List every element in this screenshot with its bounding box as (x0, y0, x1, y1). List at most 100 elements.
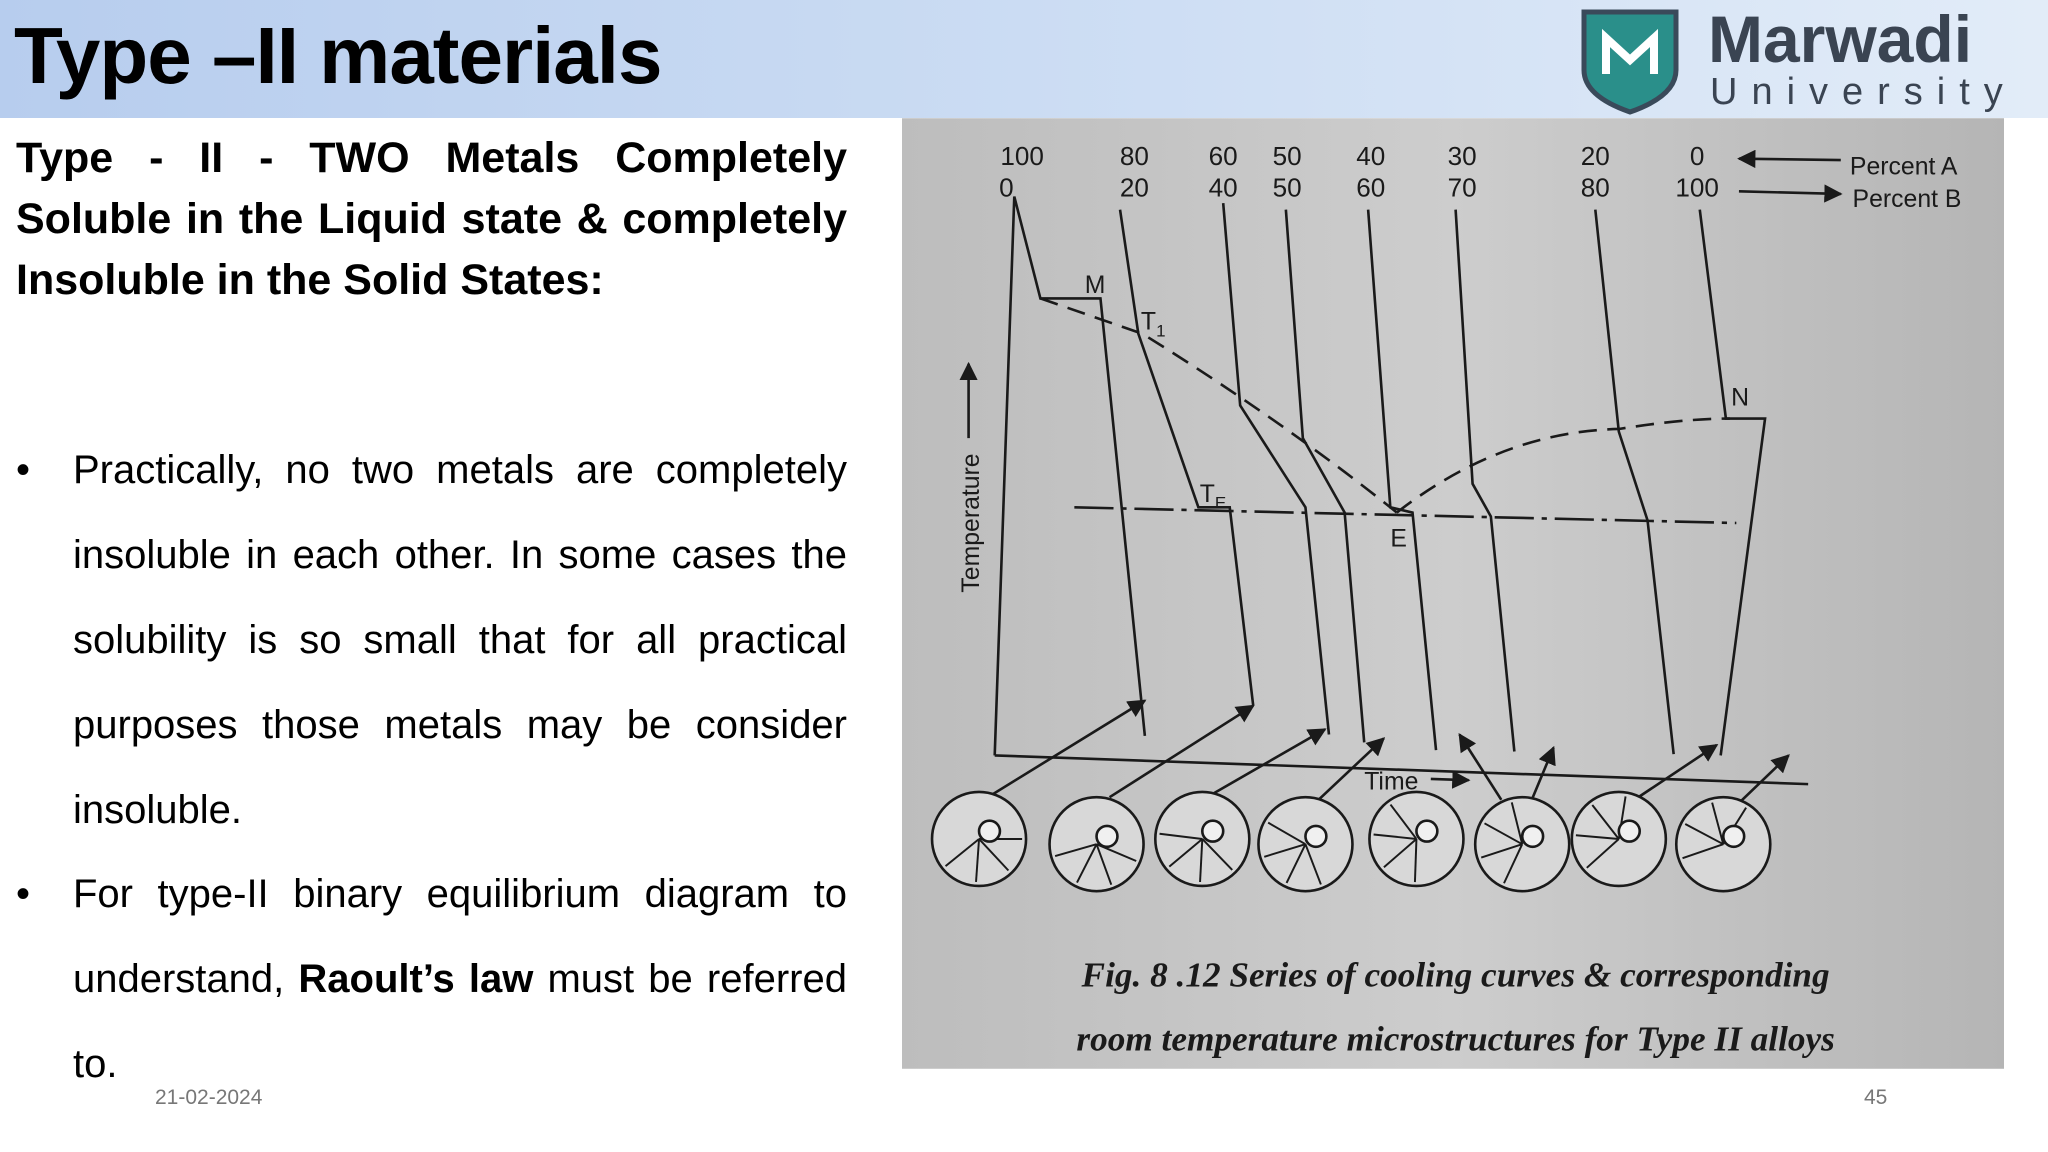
curve (1454, 209, 1516, 752)
grain (1617, 819, 1642, 843)
grain-boundary (975, 838, 981, 883)
legend-arrow (1737, 149, 1841, 169)
curve (1698, 209, 1767, 756)
grain (1095, 824, 1119, 849)
grain (1201, 819, 1225, 843)
bullet-dot: • (16, 448, 31, 492)
grain-boundary (1711, 802, 1725, 845)
grain-boundary (1503, 843, 1524, 884)
percent-b: 50 (1273, 173, 1302, 203)
curve (1118, 209, 1255, 706)
pointer-arrow (1317, 737, 1386, 801)
grain-boundary (1373, 833, 1417, 840)
grain-boundary (1575, 834, 1619, 840)
grain-boundary (1201, 838, 1233, 871)
section-heading: Type - II - TWO Metals Completely Solubl… (16, 134, 847, 304)
point-label: T1 (1141, 309, 1166, 341)
bullet-bold: Raoult’s law (298, 957, 534, 1001)
grain-boundary (1076, 843, 1098, 884)
grain (1304, 824, 1328, 849)
point-label-sub: 1 (1156, 321, 1165, 340)
point-label: E (1390, 525, 1407, 552)
grain-boundary (1480, 843, 1523, 859)
bullet-text: For type-II binary equilibrium diagram t… (73, 852, 847, 1107)
figure-background (902, 118, 2004, 1069)
curve (1221, 202, 1331, 735)
percent-b: 70 (1448, 173, 1477, 203)
point-label-main: T (1141, 309, 1156, 336)
grain (1415, 819, 1439, 843)
point-label-main: T (1200, 481, 1215, 508)
legend-label: Percent B (1853, 186, 1962, 213)
bullet: • For type-II binary equilibrium diagram… (16, 852, 847, 1107)
microstructure (1257, 795, 1354, 893)
bullet-text: must be referred to. (73, 957, 847, 1086)
microstructures (930, 790, 1772, 893)
grain-boundary (1285, 843, 1307, 884)
percent-b: 20 (1120, 173, 1149, 203)
bullet-text: Practically, no two metals are completel… (73, 448, 847, 832)
grain-boundary (1591, 804, 1620, 840)
percent-a: 30 (1448, 141, 1477, 171)
grain (977, 819, 1002, 843)
percent-a: 0 (1690, 141, 1705, 171)
bullet-text: For type-II binary equilibrium diagram t… (73, 872, 847, 1001)
page-number: 45 (1864, 1086, 1888, 1109)
grain-boundary (1383, 838, 1418, 868)
grain (1520, 824, 1545, 849)
grain-boundary (1586, 838, 1620, 869)
percent-a: 100 (1000, 141, 1044, 171)
liquidus-right (1396, 417, 1730, 514)
grain-boundary (1682, 843, 1724, 860)
logo-mark (1602, 28, 1658, 74)
logo-name: Marwadi (1708, 4, 1972, 76)
logo: Marwadi University (1581, 4, 2003, 115)
bullet-dot: • (16, 872, 31, 916)
grain-boundary (1510, 802, 1524, 845)
grain-boundary (1484, 822, 1523, 846)
percent-b: 100 (1675, 173, 1719, 203)
percent-b: 0 (999, 173, 1014, 203)
time-arrow (1430, 770, 1471, 789)
grain-boundary (1168, 838, 1203, 868)
grain-boundary (1159, 832, 1203, 840)
percent-a: 20 (1581, 141, 1610, 171)
grain-boundary (1267, 821, 1306, 846)
axis-label: Time (1364, 768, 1418, 795)
caption: room temperature microstructures for Typ… (1076, 1019, 1835, 1058)
percent-a: 60 (1209, 141, 1238, 171)
slide-title: Type –II materials (14, 11, 663, 100)
header-bar (0, 0, 2048, 118)
grain-boundary (1199, 838, 1204, 883)
point-label: M (1085, 272, 1106, 299)
point-label-sub: E (1215, 494, 1226, 513)
percent-a: 80 (1120, 141, 1149, 171)
legend-arrow (1738, 184, 1843, 203)
pointer-arrow (1210, 728, 1327, 796)
percent-b: 60 (1356, 173, 1385, 203)
curve (1284, 209, 1366, 743)
grain-boundary (978, 838, 1010, 872)
time-axis (994, 754, 1809, 786)
percent-a: 50 (1273, 141, 1302, 171)
point-label: N (1731, 384, 1749, 411)
percent-b: 40 (1209, 173, 1238, 203)
grain-boundary (1054, 843, 1097, 858)
percent-a: 40 (1356, 141, 1385, 171)
grain-boundary (1413, 838, 1418, 883)
eutectic-line (1074, 506, 1737, 525)
grain-boundary (944, 838, 980, 867)
pointer-arrow (1458, 732, 1503, 801)
point-label: TE (1200, 481, 1226, 513)
footer-date: 21-02-2024 (155, 1086, 263, 1109)
legend-label: Percent A (1850, 153, 1958, 180)
pointer-arrow (1108, 704, 1255, 799)
bullet: • Practically, no two metals are complet… (16, 428, 847, 853)
cooling-curves (959, 149, 1843, 820)
percent-b: 80 (1581, 173, 1610, 203)
grain-boundary (1684, 823, 1724, 846)
microstructure (1048, 795, 1145, 893)
pointer-arrow (991, 699, 1147, 796)
axis-label: Temperature (958, 453, 985, 592)
